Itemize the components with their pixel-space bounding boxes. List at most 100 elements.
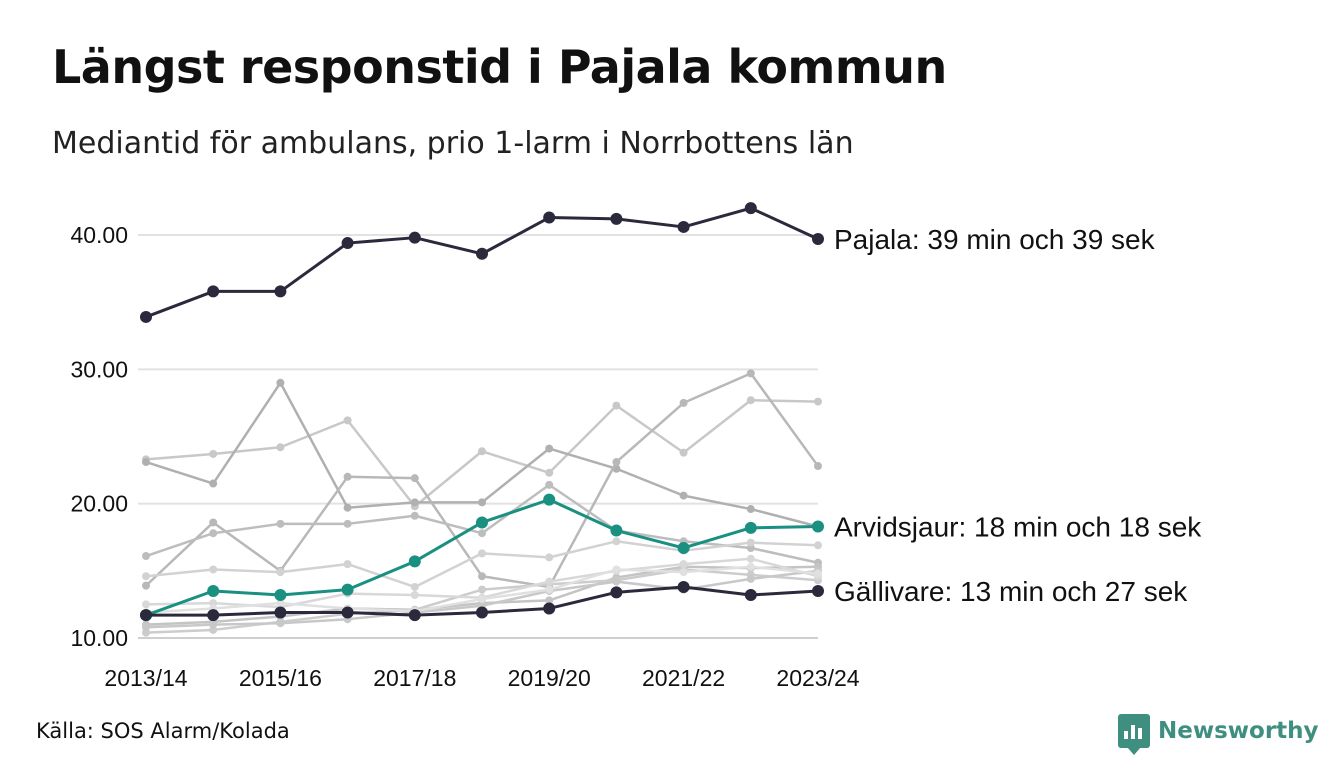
- data-point: [744, 521, 757, 534]
- data-point: [812, 520, 824, 533]
- data-point: [677, 220, 690, 233]
- data-point: [612, 565, 621, 574]
- data-point: [276, 378, 285, 387]
- series-background: [142, 369, 822, 591]
- data-point: [677, 580, 690, 593]
- data-point: [476, 516, 488, 529]
- data-point: [545, 444, 554, 453]
- data-point: [478, 529, 486, 538]
- data-point: [410, 498, 419, 507]
- data-point: [408, 609, 421, 622]
- data-point: [341, 237, 354, 250]
- data-point: [209, 449, 218, 458]
- data-point: [209, 620, 218, 629]
- x-tick-label: 2019/20: [508, 665, 591, 691]
- data-point: [343, 519, 352, 528]
- data-point: [814, 569, 822, 578]
- data-point: [478, 549, 486, 558]
- y-tick-label: 20.00: [70, 491, 128, 517]
- series-background: [142, 378, 822, 531]
- x-tick-label: 2021/22: [642, 665, 725, 691]
- data-point: [209, 529, 218, 538]
- data-point: [142, 600, 150, 609]
- series-end-label: Arvidsjaur: 18 min och 18 sek: [834, 512, 1202, 543]
- data-point: [140, 609, 152, 622]
- data-point: [410, 511, 419, 520]
- data-point: [343, 560, 352, 569]
- data-point: [543, 602, 556, 615]
- data-point: [679, 398, 688, 407]
- data-point: [410, 474, 419, 483]
- data-point: [343, 416, 352, 425]
- data-point: [679, 491, 688, 500]
- y-tick-label: 40.00: [70, 222, 128, 248]
- series-end-label: Gällivare: 13 min och 27 sek: [834, 576, 1188, 607]
- x-tick-label: 2017/18: [373, 665, 456, 691]
- brand-name: Newsworthy: [1158, 718, 1319, 744]
- data-point: [142, 623, 150, 632]
- data-point: [746, 396, 755, 405]
- data-point: [207, 285, 220, 298]
- data-point: [812, 233, 824, 246]
- data-point: [276, 568, 285, 577]
- data-point: [142, 458, 150, 467]
- data-point: [545, 596, 554, 605]
- data-point: [142, 552, 150, 561]
- data-point: [545, 468, 554, 477]
- source-note: Källa: SOS Alarm/Kolada: [36, 719, 290, 743]
- data-point: [543, 493, 556, 506]
- data-point: [746, 538, 755, 547]
- data-point: [142, 572, 150, 581]
- data-point: [478, 585, 486, 594]
- series-labels: Arvidsjaur: 18 min och 18 sek Gällivare: …: [834, 224, 1202, 607]
- data-point: [410, 582, 419, 591]
- data-point: [746, 574, 755, 583]
- data-point: [209, 518, 218, 527]
- data-point: [744, 202, 757, 215]
- data-point: [814, 541, 822, 550]
- data-point: [142, 581, 150, 590]
- data-point: [545, 577, 554, 586]
- data-point: [746, 562, 755, 571]
- data-point: [677, 541, 690, 554]
- x-tick-label: 2015/16: [239, 665, 322, 691]
- series-line: [145, 206, 819, 319]
- data-point: [341, 606, 354, 619]
- data-point: [343, 503, 352, 512]
- data-point: [478, 572, 486, 581]
- data-point: [814, 462, 822, 471]
- line-chart: 10.00 20.00 30.00 40.00 2013/14 2015/16 2017/…: [70, 202, 1202, 691]
- data-point: [543, 211, 556, 224]
- y-tick-label: 30.00: [70, 356, 128, 382]
- data-point: [343, 472, 352, 481]
- series-end-label: Pajala: 39 min och 39 sek: [834, 224, 1156, 255]
- data-point: [476, 247, 488, 260]
- data-point: [612, 577, 621, 586]
- brand-logo: Newsworthy: [1118, 714, 1319, 755]
- data-point: [679, 560, 688, 569]
- data-point: [545, 585, 554, 594]
- data-point: [610, 524, 623, 537]
- data-point: [478, 595, 486, 604]
- data-point: [341, 583, 354, 596]
- chart-subtitle: Mediantid för ambulans, prio 1-larm i No…: [52, 126, 854, 161]
- data-point: [408, 555, 421, 568]
- data-point: [476, 606, 488, 619]
- data-point: [478, 498, 486, 507]
- data-point: [408, 231, 421, 244]
- y-tick-label: 10.00: [70, 625, 128, 651]
- data-point: [140, 310, 152, 323]
- series-background: [142, 396, 822, 511]
- data-point: [276, 599, 285, 608]
- data-point: [679, 448, 688, 457]
- data-point: [276, 443, 285, 452]
- data-point: [679, 568, 688, 577]
- data-point: [612, 537, 621, 546]
- gridlines: [138, 234, 818, 639]
- data-point: [209, 479, 218, 488]
- data-point: [274, 285, 287, 298]
- data-point: [276, 519, 285, 528]
- data-point: [744, 589, 757, 602]
- data-point: [746, 369, 755, 378]
- series-background: [142, 480, 822, 567]
